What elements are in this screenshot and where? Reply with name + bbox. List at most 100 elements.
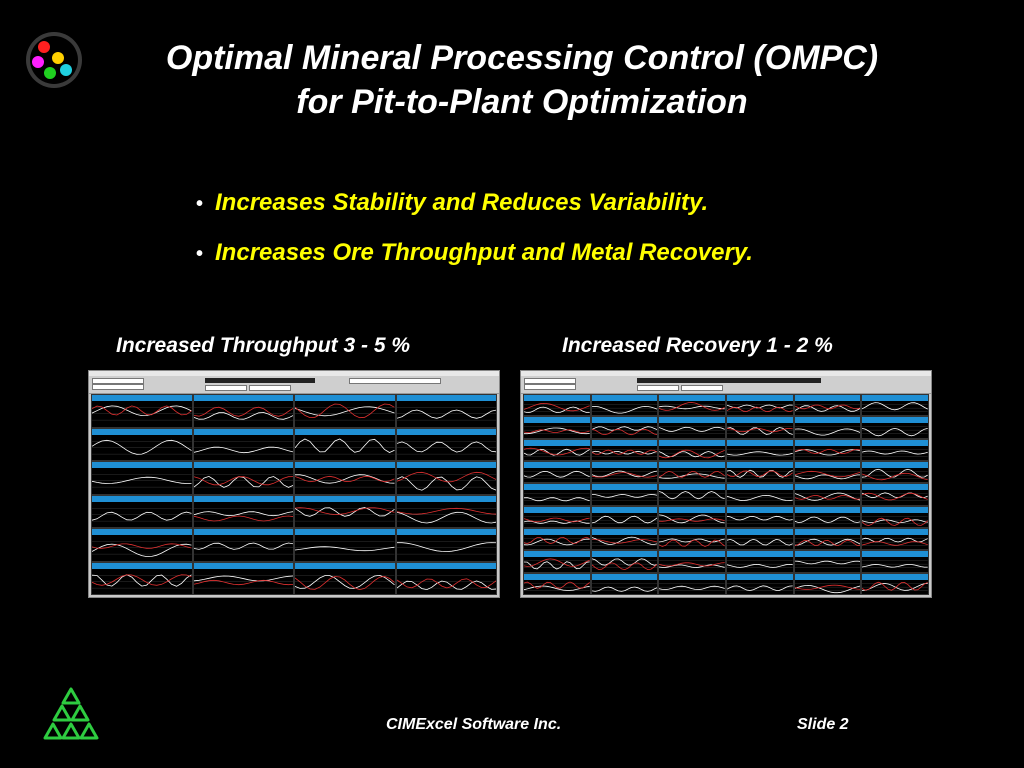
trend-panel-header: [659, 529, 725, 535]
trend-panel-header: [193, 395, 293, 401]
trend-panel-header: [92, 462, 192, 468]
trend-panel: [658, 438, 726, 461]
trend-panel: [523, 572, 591, 595]
trend-panel-header: [862, 417, 928, 424]
trend-panel: [523, 394, 591, 417]
trend-panel: [91, 461, 193, 495]
throughput-screenshot: [88, 370, 500, 598]
trend-line: [794, 404, 861, 412]
trend-line: [659, 538, 725, 547]
trend-panel-header: [92, 395, 192, 401]
trend-line: [862, 492, 928, 502]
trend-panel: [590, 461, 659, 484]
trend-panel-header: [591, 484, 658, 491]
trend-line: [659, 514, 725, 524]
trend-panel-header: [524, 573, 590, 580]
trend-panel: [395, 561, 497, 595]
trend-panel: [726, 394, 794, 417]
trend-panel-header: [396, 529, 496, 535]
trend-line: [862, 515, 928, 526]
trend-panel-header: [92, 529, 192, 535]
trend-panel: [658, 505, 726, 528]
trend-line: [396, 541, 496, 555]
trend-panel-header: [727, 484, 793, 491]
trend-line: [862, 468, 928, 481]
trend-panel: [726, 416, 794, 439]
trend-panel: [192, 528, 294, 562]
trend-panel: [590, 416, 659, 439]
trend-line: [794, 515, 861, 524]
trend-line: [524, 515, 590, 524]
trend-panel: [658, 483, 726, 506]
trend-panel-header: [591, 551, 658, 558]
trend-line: [92, 507, 192, 521]
window-titlebar: [89, 371, 499, 376]
bullet-list: • Increases Stability and Reduces Variabi…: [196, 186, 753, 286]
trend-line: [727, 560, 793, 569]
trend-panel-header: [591, 439, 658, 446]
trend-line: [524, 470, 590, 479]
trend-panel: [793, 572, 862, 595]
trend-line: [591, 404, 658, 414]
trend-panel: [590, 528, 659, 551]
trend-panel: [395, 427, 497, 461]
trend-panel-grid: [523, 394, 929, 595]
trend-line: [659, 582, 725, 591]
trend-panel-header: [659, 506, 725, 513]
trend-panel: [294, 561, 396, 595]
trend-line: [727, 404, 793, 413]
trend-panel-header: [396, 395, 496, 401]
trend-panel: [658, 550, 726, 573]
trend-panel: [294, 461, 396, 495]
trend-panel-header: [794, 573, 861, 580]
trend-line: [862, 560, 928, 569]
toolbar-dark-field: [637, 378, 737, 383]
trend-line: [591, 448, 658, 457]
trend-panel: [294, 528, 396, 562]
trend-panel: [658, 572, 726, 595]
trend-line: [524, 581, 590, 591]
trend-panel-header: [295, 395, 395, 401]
trend-line: [524, 493, 590, 502]
trend-line: [396, 471, 496, 491]
trend-line: [727, 515, 793, 524]
trend-panel: [523, 416, 591, 439]
trend-panel-header: [295, 529, 395, 535]
trend-panel-header: [591, 462, 658, 468]
trend-line: [591, 536, 658, 546]
trend-panel: [726, 528, 794, 551]
trend-line: [295, 574, 395, 590]
trend-line: [92, 405, 192, 421]
trend-panel-header: [862, 529, 928, 535]
trend-panel: [658, 394, 726, 417]
trend-line: [862, 448, 928, 457]
trend-panel: [658, 416, 726, 439]
trend-line: [794, 470, 861, 480]
trend-panel: [861, 572, 929, 595]
colored-dots-logo-icon: [26, 32, 82, 88]
trend-panel: [91, 394, 193, 428]
trend-panel: [861, 416, 929, 439]
trend-panel-header: [193, 529, 293, 535]
trend-panel-header: [862, 484, 928, 491]
trend-panel-header: [727, 573, 793, 580]
trend-panel: [861, 483, 929, 506]
trend-line: [396, 407, 496, 421]
trend-line: [396, 574, 496, 590]
trend-panel-header: [727, 395, 793, 401]
toolbar-field: [92, 384, 144, 390]
toolbar-field: [681, 385, 723, 391]
trend-line: [524, 447, 590, 457]
trend-panel: [590, 550, 659, 573]
trend-panel: [294, 394, 396, 428]
trend-panel: [726, 461, 794, 484]
trend-panel-header: [295, 462, 395, 468]
trend-panel-header: [794, 462, 861, 468]
trend-panel: [91, 494, 193, 528]
trend-line: [524, 558, 590, 570]
trend-panel: [395, 461, 497, 495]
trend-panel-header: [591, 506, 658, 513]
trend-panel: [793, 550, 862, 573]
trend-panel-header: [794, 506, 861, 513]
trend-panel-header: [591, 573, 658, 580]
